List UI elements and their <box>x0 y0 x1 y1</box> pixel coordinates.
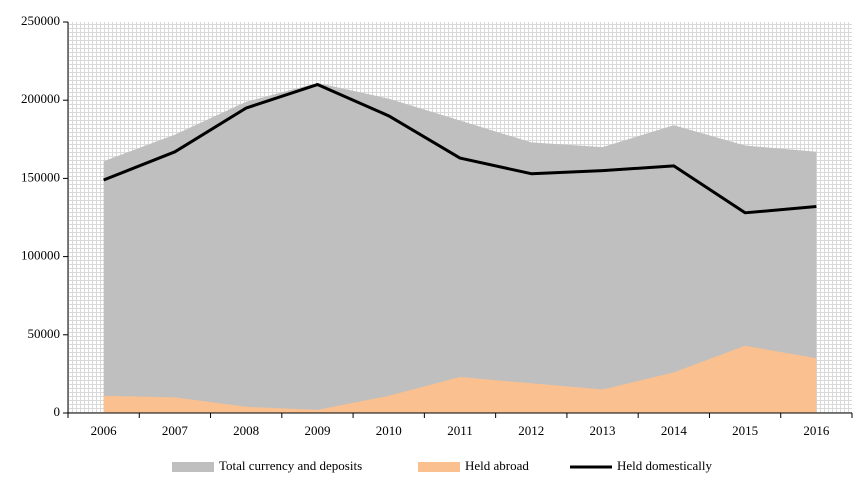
x-tick-label: 2012 <box>518 423 544 438</box>
x-tick-label: 2016 <box>803 423 830 438</box>
y-tick-label: 50000 <box>28 326 61 341</box>
legend-label: Held abroad <box>465 458 529 473</box>
x-tick-label: 2008 <box>233 423 259 438</box>
x-tick-label: 2006 <box>91 423 118 438</box>
x-tick-label: 2007 <box>162 423 189 438</box>
x-tick-label: 2014 <box>661 423 688 438</box>
x-tick-label: 2013 <box>590 423 616 438</box>
line <box>103 83 817 215</box>
legend-swatch <box>418 462 460 472</box>
x-tick-label: 2010 <box>376 423 402 438</box>
y-tick-label: 250000 <box>21 13 60 28</box>
y-tick-label: 150000 <box>21 169 60 184</box>
legend-label: Held domestically <box>617 458 712 473</box>
area <box>103 82 817 413</box>
area <box>103 345 817 413</box>
x-tick-label: 2015 <box>732 423 758 438</box>
y-tick-label: 0 <box>54 404 61 419</box>
y-tick-label: 200000 <box>21 91 60 106</box>
legend-label: Total currency and deposits <box>219 458 362 473</box>
x-tick-label: 2009 <box>304 423 330 438</box>
legend-swatch <box>172 462 214 472</box>
x-tick-label: 2011 <box>447 423 473 438</box>
y-tick-label: 100000 <box>21 248 60 263</box>
